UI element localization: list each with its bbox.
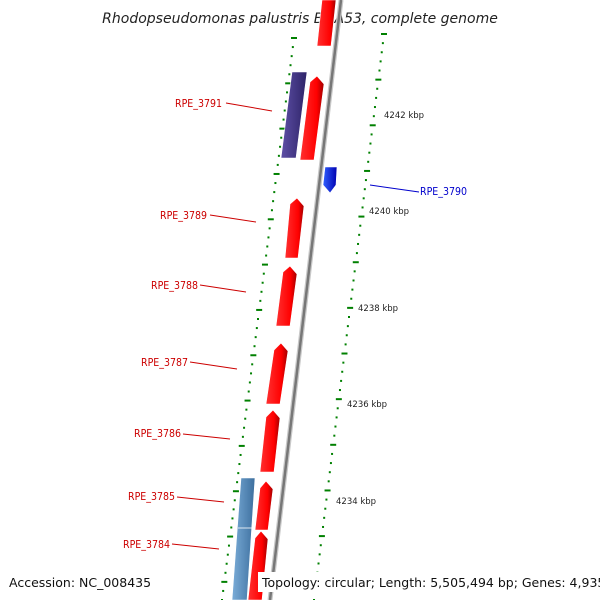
gene-label-RPE_3791: RPE_3791 — [175, 98, 222, 110]
gene-arrow-RPE_3785 — [254, 480, 274, 531]
gene-arrow-RPE_3791 — [299, 75, 325, 161]
gene-arrow-RPE_3789 — [284, 197, 305, 259]
gene-label-RPE_3785: RPE_3785 — [128, 491, 175, 503]
kbp-scale-labels: 4242 kbp 4240 kbp 4238 kbp 4236 kbp 4234… — [336, 111, 424, 507]
gene-arrow-top — [316, 0, 337, 47]
gene-arrow-RPE_3787 — [265, 342, 289, 405]
gene-labels: RPE_3791 RPE_3790 RPE_3789 RPE_3788 RPE_… — [123, 98, 467, 551]
label-leaders — [171, 102, 420, 550]
gene-arrows — [247, 0, 337, 600]
kbp-label: 4242 kbp — [384, 111, 424, 121]
kbp-label: 4234 kbp — [336, 497, 376, 507]
gene-arrow-RPE_3786 — [259, 409, 281, 473]
feature-purple — [280, 71, 308, 159]
feature-steelblue — [231, 477, 256, 600]
gene-label-RPE_3787: RPE_3787 — [141, 357, 188, 369]
gene-label-RPE_3789: RPE_3789 — [160, 210, 207, 222]
accession-text: Accession: NC_008435 — [9, 575, 151, 590]
gene-label-RPE_3788: RPE_3788 — [151, 280, 198, 292]
genome-backbone — [267, 0, 344, 600]
topology-text: Topology: circular; Length: 5,505,494 bp… — [261, 575, 600, 590]
map-title: Rhodopseudomonas palustris BisA53, compl… — [102, 11, 498, 27]
kbp-label: 4238 kbp — [358, 304, 398, 314]
gene-arrow-RPE_3790 — [322, 166, 338, 194]
gene-label-RPE_3784: RPE_3784 — [123, 539, 170, 551]
gene-label-RPE_3790: RPE_3790 — [420, 186, 467, 198]
gene-label-RPE_3786: RPE_3786 — [134, 428, 181, 440]
gene-arrow-RPE_3788 — [275, 265, 298, 327]
kbp-label: 4236 kbp — [347, 400, 387, 410]
footer: Accession: NC_008435 Topology: circular;… — [6, 572, 600, 592]
kbp-label: 4240 kbp — [369, 207, 409, 217]
